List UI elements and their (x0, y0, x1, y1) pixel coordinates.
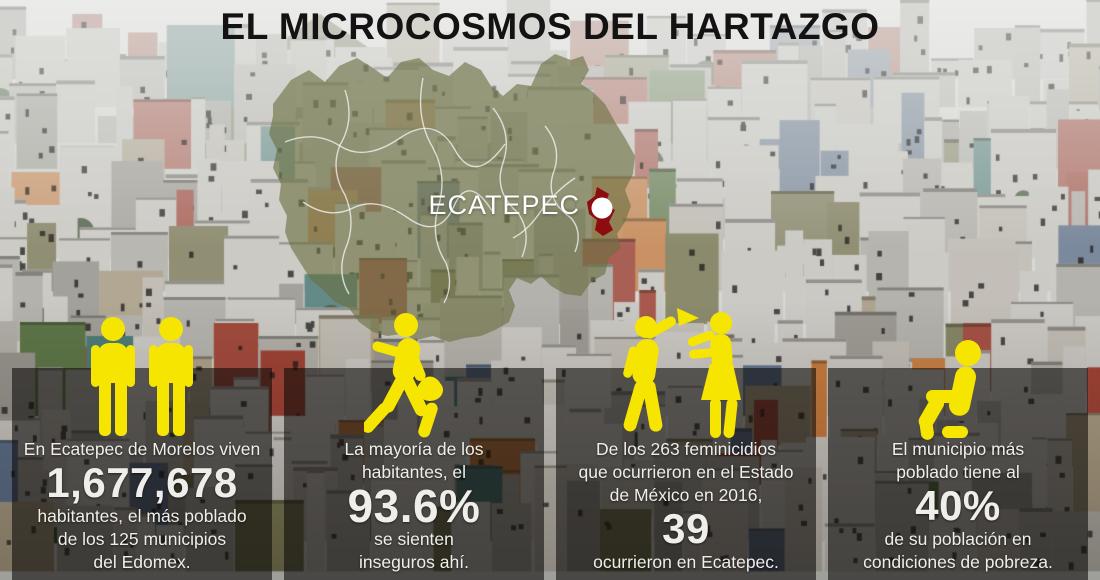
violence-icon (615, 306, 757, 442)
stat-value: 40% (915, 482, 1001, 529)
stat-panel-femicides: De los 263 feminicidios que ocurrieron e… (556, 308, 816, 580)
stat-value: 1,677,678 (46, 459, 238, 506)
stat-value: 93.6% (347, 480, 481, 532)
page-title: EL MICROCOSMOS DEL HARTAZGO (220, 6, 880, 47)
stat-text-after: se sienten inseguros ahí. (359, 529, 469, 572)
stat-text-after: ocurrieron en Ecatepec. (593, 552, 779, 572)
stat-panel-insecurity: La mayoría de los habitantes, el 93.6% s… (284, 313, 544, 580)
stat-text-after: habitantes, el más poblado de los 125 mu… (37, 506, 247, 572)
victim-figure (687, 312, 741, 438)
stat-value: 39 (662, 505, 710, 552)
map-label-ecatepec: ECATEPEC (428, 190, 580, 220)
stat-text-before: La mayoría de los habitantes, el (344, 439, 484, 482)
edomex-map (269, 54, 635, 342)
stat-text-before: En Ecatepec de Morelos viven (23, 439, 261, 459)
stat-panel-poverty: El municipio más poblado tiene al 40% de… (828, 340, 1088, 580)
location-marker-icon (591, 197, 613, 219)
stat-panel-population: En Ecatepec de Morelos viven 1,677,678 h… (12, 317, 272, 580)
fleeing-person-icon (364, 312, 464, 440)
stat-text-after: de su población en condiciones de pobrez… (863, 529, 1053, 572)
sitting-person-icon (912, 338, 1004, 440)
stat-text-before: De los 263 feminicidios que ocurrieron e… (578, 439, 794, 505)
stat-text-before: El municipio más poblado tiene al (891, 439, 1025, 482)
stats-panels: En Ecatepec de Morelos viven 1,677,678 h… (12, 308, 1088, 580)
attacker-figure (623, 308, 699, 432)
state-of-mexico-shape (269, 54, 635, 342)
two-people-icon (84, 316, 200, 438)
municipal-borders (284, 77, 579, 304)
